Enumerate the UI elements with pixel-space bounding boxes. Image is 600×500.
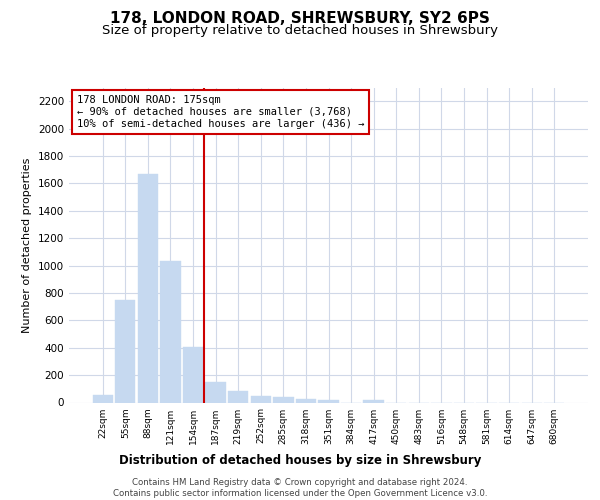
Bar	[319, 400, 338, 402]
Bar	[183, 347, 203, 403]
Bar	[296, 398, 316, 402]
Bar	[364, 400, 384, 402]
Text: Distribution of detached houses by size in Shrewsbury: Distribution of detached houses by size …	[119, 454, 481, 467]
Text: 178, LONDON ROAD, SHREWSBURY, SY2 6PS: 178, LONDON ROAD, SHREWSBURY, SY2 6PS	[110, 11, 490, 26]
Bar	[92, 396, 113, 402]
Text: Contains public sector information licensed under the Open Government Licence v3: Contains public sector information licen…	[113, 489, 487, 498]
Bar	[160, 261, 181, 402]
Bar	[228, 391, 248, 402]
Text: Size of property relative to detached houses in Shrewsbury: Size of property relative to detached ho…	[102, 24, 498, 37]
Bar	[115, 300, 136, 402]
Bar	[138, 174, 158, 402]
Text: Contains HM Land Registry data © Crown copyright and database right 2024.: Contains HM Land Registry data © Crown c…	[132, 478, 468, 487]
Bar	[205, 382, 226, 402]
Bar	[273, 396, 293, 402]
Y-axis label: Number of detached properties: Number of detached properties	[22, 158, 32, 332]
Bar	[251, 396, 271, 402]
Text: 178 LONDON ROAD: 175sqm
← 90% of detached houses are smaller (3,768)
10% of semi: 178 LONDON ROAD: 175sqm ← 90% of detache…	[77, 96, 364, 128]
